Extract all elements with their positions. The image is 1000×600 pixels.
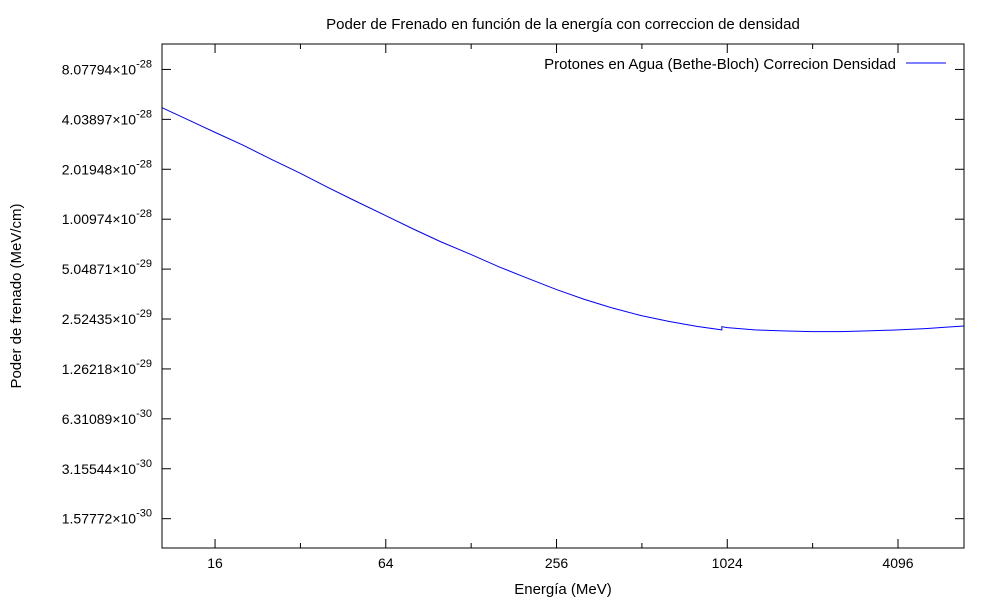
y-tick-times: ×10: [112, 261, 136, 277]
y-tick-mantissa: 1.57772: [62, 511, 113, 527]
y-tick-exponent: -29: [136, 358, 152, 370]
y-tick-label: 2.01948×10-28: [62, 158, 152, 177]
y-tick-mantissa: 6.31089: [62, 411, 113, 427]
y-tick-mantissa: 2.01948: [62, 161, 113, 177]
x-axis-label: Energía (MeV): [514, 581, 612, 598]
legend-label: Protones en Agua (Bethe-Bloch) Correcion…: [544, 56, 896, 73]
ticks-layer: 16 64 256 1024 40968.07794×10-284.03897×10-2…: [62, 44, 964, 571]
y-tick-label: 2.52435×10-29: [62, 308, 152, 327]
y-tick-exponent: -30: [136, 508, 152, 520]
y-tick-exponent: -30: [136, 408, 152, 420]
plot-frame: [161, 43, 965, 549]
y-tick-mantissa: 3.15544: [62, 461, 113, 477]
y-tick-mantissa: 5.04871: [62, 261, 113, 277]
y-tick-exponent: -28: [136, 58, 152, 70]
y-tick-label: 1.00974×10-28: [62, 208, 152, 227]
y-tick-times: ×10: [112, 161, 136, 177]
y-tick-exponent: -28: [136, 158, 152, 170]
y-tick-label: 4.03897×10-28: [62, 108, 152, 127]
y-tick-mantissa: 2.52435: [62, 311, 113, 327]
y-tick-times: ×10: [112, 311, 136, 327]
series-line: [161, 107, 965, 333]
y-tick-exponent: -29: [136, 308, 152, 320]
y-tick-mantissa: 1.26218: [62, 361, 113, 377]
y-tick-times: ×10: [112, 511, 136, 527]
y-tick-times: ×10: [112, 461, 136, 477]
y-tick-times: ×10: [112, 361, 136, 377]
y-tick-exponent: -28: [136, 108, 152, 120]
y-tick-label: 5.04871×10-29: [62, 258, 152, 277]
y-tick-label: 8.07794×10-28: [62, 58, 152, 77]
y-tick-mantissa: 4.03897: [62, 111, 113, 127]
series-layer: [161, 107, 965, 333]
x-tick-label: 1024: [712, 555, 743, 571]
y-tick-exponent: -29: [136, 258, 152, 270]
y-tick-label: 3.15544×10-30: [62, 458, 152, 477]
y-tick-label: 1.57772×10-30: [62, 508, 152, 527]
y-tick-exponent: -30: [136, 458, 152, 470]
y-tick-times: ×10: [112, 411, 136, 427]
y-tick-label: 6.31089×10-30: [62, 408, 152, 427]
x-tick-label: 64: [378, 555, 394, 571]
y-tick-exponent: -28: [136, 208, 152, 220]
y-axis-label: Poder de frenado (MeV/cm): [8, 203, 25, 388]
chart-title: Poder de Frenado en función de la energí…: [326, 16, 800, 33]
x-tick-label: 256: [545, 555, 569, 571]
y-tick-mantissa: 1.00974: [62, 211, 113, 227]
y-tick-label: 1.26218×10-29: [62, 358, 152, 377]
x-tick-label: 4096: [882, 555, 913, 571]
y-tick-times: ×10: [112, 61, 136, 77]
y-tick-times: ×10: [112, 111, 136, 127]
y-tick-mantissa: 8.07794: [62, 61, 113, 77]
legend: Protones en Agua (Bethe-Bloch) Correcion…: [544, 56, 946, 73]
y-tick-times: ×10: [112, 211, 136, 227]
x-tick-label: 16: [207, 555, 223, 571]
